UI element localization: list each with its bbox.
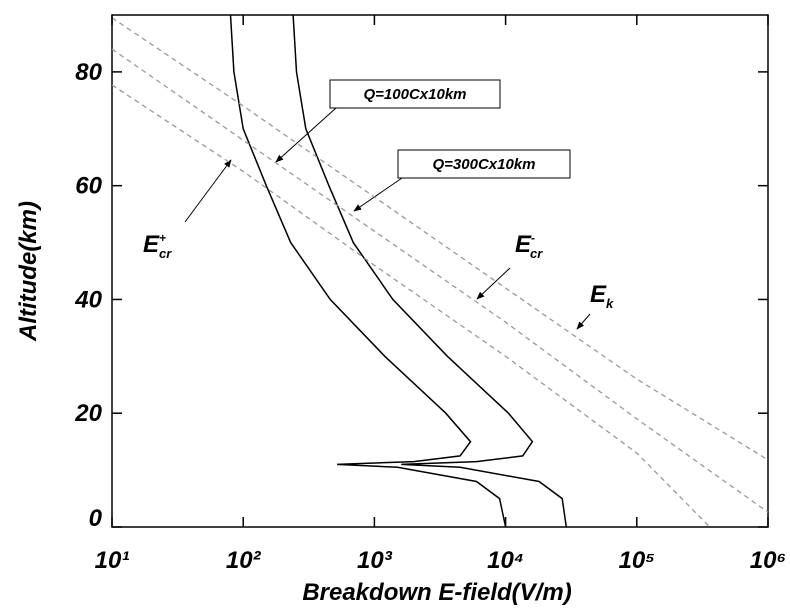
x-tick-label: 10⁶ (750, 547, 786, 574)
y-tick-label: 20 (74, 400, 102, 427)
annotation-text: E+ cr (143, 231, 172, 261)
annotation-box (329, 79, 501, 109)
arrow (576, 313, 591, 330)
y-tick-label: 0 (89, 505, 103, 532)
annotation-ek: Ek (576, 281, 614, 330)
sup: - (531, 231, 535, 245)
sub: k (606, 296, 614, 311)
sub: cr (159, 246, 172, 261)
e: E (143, 231, 160, 258)
solid-line (229, 14, 507, 528)
y-tick-label: 40 (74, 286, 102, 313)
dashed-line (111, 17, 769, 461)
e: E (515, 231, 532, 258)
dashed-line (111, 48, 769, 513)
arrow (353, 177, 403, 212)
x-tick-label: 10⁵ (619, 547, 655, 574)
sup: + (159, 231, 166, 245)
x-axis-label: Breakdown E-field(V/m) (302, 579, 571, 606)
sub: cr (530, 246, 543, 261)
arrow (184, 159, 232, 223)
x-tick-label: 10² (226, 547, 262, 574)
plot-frame (111, 14, 769, 528)
y-axis-label: Altitude(km) (15, 201, 42, 342)
y-tick-label: 80 (75, 59, 102, 86)
annotation-box (397, 149, 571, 179)
annotation-q100: Q=100Cx10km (275, 79, 501, 163)
annotation-text: Q=300Cx10km (433, 156, 536, 173)
x-tick-label: 10⁴ (487, 547, 524, 574)
solid-line (292, 14, 568, 528)
annotation-ecr-plus: E+ cr (143, 159, 232, 261)
annotation-text: Ek (590, 281, 614, 311)
annotation-q300: Q=300Cx10km (353, 149, 571, 212)
annotation-ecr-minus: E-cr (476, 231, 543, 300)
arrow (476, 267, 511, 300)
x-tick-label: 10¹ (95, 547, 130, 574)
y-tick-label: 60 (75, 173, 102, 200)
arrow (275, 107, 337, 163)
x-tick-label: 10³ (357, 547, 393, 574)
annotation-text: E-cr (515, 231, 543, 261)
plot-lines (111, 14, 769, 528)
annotation-text: Q=100Cx10km (364, 86, 467, 103)
e: E (590, 281, 607, 308)
dashed-line (111, 84, 711, 528)
